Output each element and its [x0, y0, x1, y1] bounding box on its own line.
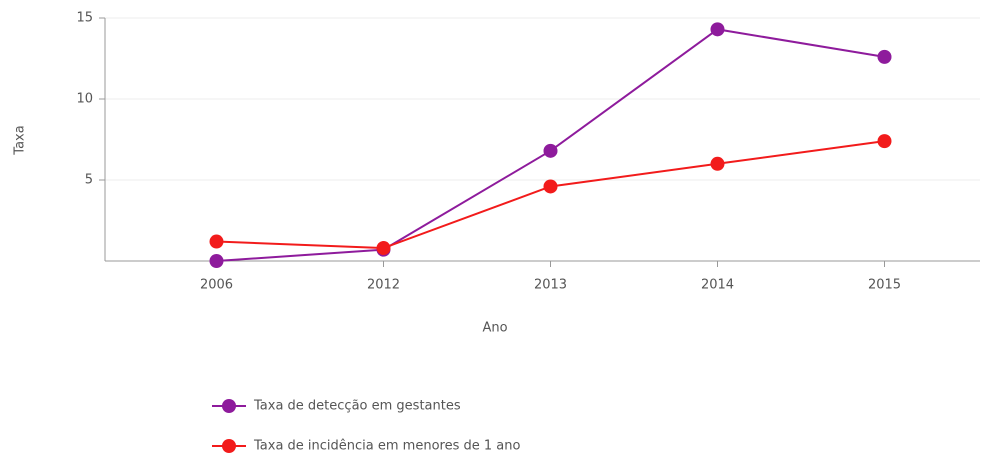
x-axis-label: Ano [482, 321, 507, 336]
x-tick-label: 2014 [701, 278, 734, 293]
y-tick-label: 5 [85, 173, 93, 188]
x-tick-label: 2015 [868, 278, 901, 293]
data-point [877, 134, 892, 149]
data-point [877, 49, 892, 64]
legend-marker [222, 399, 236, 413]
x-tick-label: 2013 [534, 278, 567, 293]
legend-label: Taxa de incidência em menores de 1 ano [253, 439, 520, 454]
data-point [710, 156, 725, 171]
x-tick-label: 2012 [367, 278, 400, 293]
x-tick-label: 2006 [200, 278, 233, 293]
data-point [209, 254, 224, 268]
legend-marker [222, 439, 236, 453]
y-axis-label: Taxa [13, 125, 28, 155]
legend-label: Taxa de detecção em gestantes [253, 399, 461, 414]
y-tick-label: 10 [76, 92, 93, 107]
data-point [376, 241, 391, 256]
data-point [710, 22, 725, 37]
data-point [209, 234, 224, 249]
data-point [543, 179, 558, 194]
data-point [543, 143, 558, 158]
y-tick-label: 15 [76, 11, 93, 26]
